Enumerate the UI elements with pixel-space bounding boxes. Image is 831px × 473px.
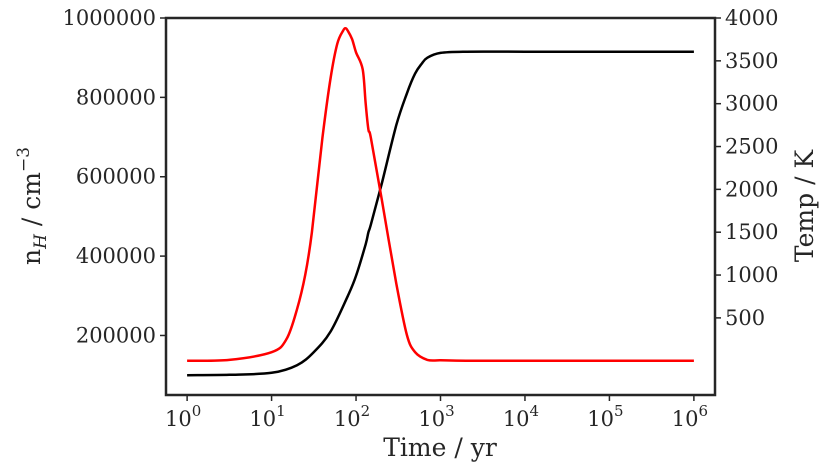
x-tick-base: 10: [587, 407, 614, 431]
right-tick-label: 1500: [725, 220, 778, 244]
x-tick-base: 10: [334, 407, 361, 431]
x-tick-exp: 2: [361, 402, 371, 420]
left-tick-label: 200000: [76, 323, 156, 347]
x-tick-base: 10: [249, 407, 276, 431]
plot-frame: [164, 16, 717, 397]
right-tick-label: 2000: [725, 177, 778, 201]
x-tick-exp: 0: [192, 402, 202, 420]
x-tick-label: 103: [418, 402, 454, 431]
x-tick-label: 104: [503, 402, 539, 431]
left-axis-label-main: n: [17, 249, 46, 265]
left-axis-label-sub: H: [31, 233, 51, 250]
x-tick-base: 10: [672, 407, 699, 431]
x-tick-base: 10: [418, 407, 445, 431]
x-tick-label: 102: [334, 402, 370, 431]
left-tick-label: 1000000: [62, 6, 156, 30]
x-tick-exp: 3: [445, 402, 455, 420]
x-tick-exp: 5: [614, 402, 624, 420]
right-tick-label: 1000: [725, 263, 778, 287]
x-tick-base: 10: [165, 407, 192, 431]
left-tick-label: 600000: [76, 165, 156, 189]
x-tick-exp: 1: [276, 402, 286, 420]
plot-lines: [187, 27, 694, 377]
right-tick-label: 3500: [725, 49, 778, 73]
left-axis-label-rest: / cm: [17, 172, 46, 234]
x-tick-exp: 4: [530, 402, 540, 420]
left-axis-ticks: 200000 400000 600000 800000 1000000: [62, 6, 166, 347]
right-axis-ticks: 500 1000 1500 2000 2500 3000 3500 4000: [715, 6, 778, 330]
x-tick-label: 106: [672, 402, 708, 431]
right-tick-label: 4000: [725, 6, 778, 30]
left-axis-label-sup: −3: [14, 147, 34, 172]
x-axis-label: Time / yr: [383, 433, 497, 462]
left-tick-label: 800000: [76, 85, 156, 109]
right-tick-label: 500: [725, 306, 765, 330]
x-tick-label: 100: [165, 402, 201, 431]
x-tick-label: 105: [587, 402, 623, 431]
x-axis-ticks: 100 101 102 103 104 105 106: [165, 395, 708, 431]
x-tick-base: 10: [503, 407, 530, 431]
x-tick-exp: 6: [698, 402, 708, 420]
density-series-line: [187, 50, 694, 377]
right-tick-label: 3000: [725, 92, 778, 116]
x-tick-label: 101: [249, 402, 285, 431]
left-axis-label: nH / cm−3: [14, 147, 51, 265]
right-tick-label: 2500: [725, 135, 778, 159]
right-axis-label: Temp / K: [790, 149, 819, 263]
left-tick-label: 400000: [76, 244, 156, 268]
temperature-series-line: [187, 27, 694, 363]
